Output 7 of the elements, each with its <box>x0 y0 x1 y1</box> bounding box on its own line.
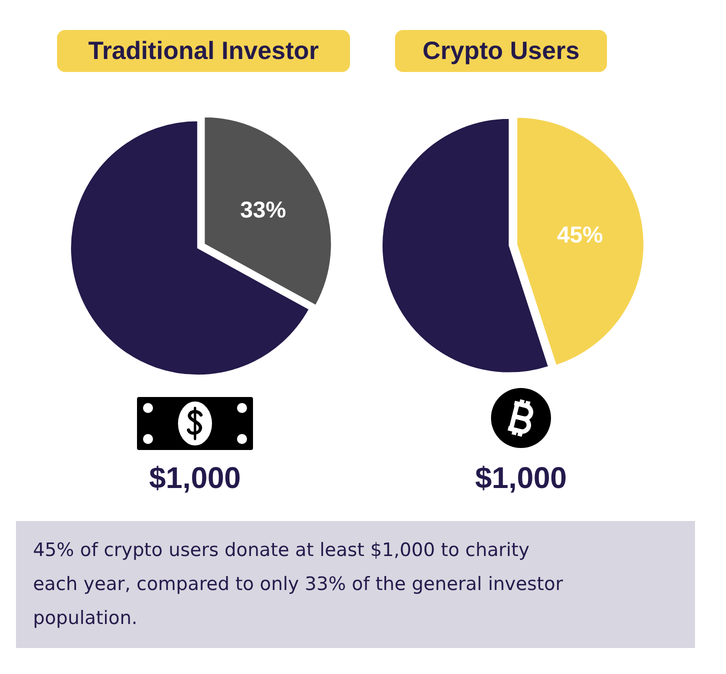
data-label: 33% <box>240 196 286 222</box>
data-label: 45% <box>556 221 603 248</box>
chart-title: Traditional Investor <box>57 30 350 72</box>
chart-title: Crypto Users <box>395 30 607 72</box>
text: 45% of crypto users donate at least $1,000 to charity each year, compared to only 33% of the general investor population. <box>33 539 564 631</box>
text: $1,000 <box>474 462 568 496</box>
text: $1,000 <box>148 462 242 496</box>
